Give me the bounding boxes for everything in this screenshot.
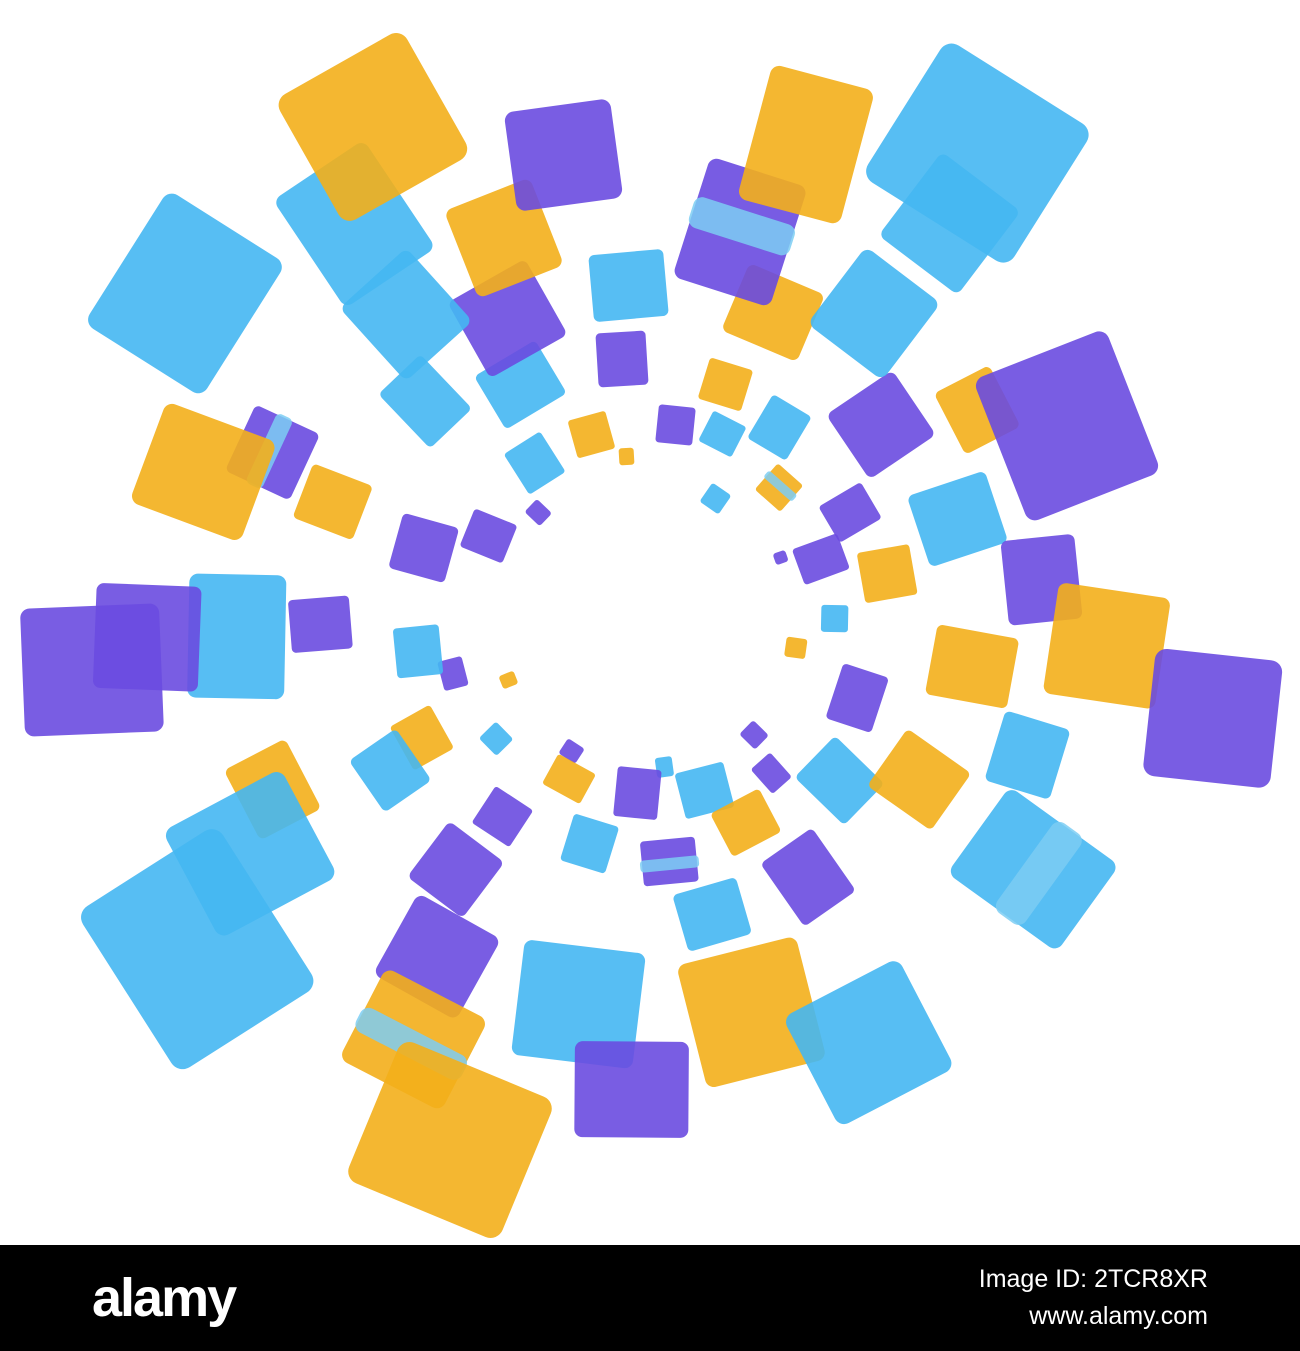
mosaic-tile (595, 330, 649, 388)
mosaic-tile (574, 1041, 689, 1138)
mosaic-tile (947, 786, 1119, 952)
mosaic-tile (542, 754, 596, 805)
mosaic-accent (991, 817, 1085, 929)
mosaic-tile (612, 765, 662, 821)
mosaic-tile (984, 710, 1071, 801)
mosaic-tile (292, 463, 374, 541)
mosaic-tile (698, 410, 747, 458)
mosaic-tile (739, 720, 769, 751)
mosaic-tile (504, 430, 567, 495)
mosaic-tile (503, 98, 624, 213)
mosaic-tile (772, 549, 789, 565)
mosaic-tile (761, 827, 857, 927)
mosaic-tile (84, 189, 286, 398)
mosaic-tile (825, 663, 890, 734)
mosaic-tile (866, 728, 971, 832)
mosaic-tile (747, 394, 813, 461)
mosaic-tile (782, 957, 955, 1128)
watermark-info: Image ID: 2TCR8XR www.alamy.com (979, 1261, 1208, 1336)
mosaic-tile (392, 623, 444, 679)
alamy-url-text: www.alamy.com (1029, 1302, 1208, 1330)
mosaic-tile (972, 327, 1162, 524)
mosaic-tile (618, 447, 635, 466)
mosaic-tile (783, 636, 808, 659)
watermark-bar: alamy Image ID: 2TCR8XR www.alamy.com (0, 1245, 1300, 1351)
mosaic-tile (820, 604, 849, 633)
mosaic-tile (187, 573, 288, 700)
mosaic-tile (925, 623, 1020, 709)
mosaic-tile (287, 595, 353, 653)
mosaic-accent (762, 469, 797, 502)
mosaic-tile (19, 603, 164, 737)
mosaic-tile (378, 354, 472, 449)
mosaic-tile (559, 812, 620, 874)
mosaic-tile (818, 481, 883, 544)
mosaic-tile (697, 357, 753, 412)
mosaic-tile (699, 482, 732, 514)
mosaic-tile (754, 462, 803, 512)
mosaic-tile (750, 752, 793, 795)
mosaic-tile (524, 498, 553, 527)
mosaic-tile (388, 512, 460, 583)
mosaic-tile (1141, 648, 1283, 789)
mosaic-tile (672, 876, 753, 952)
mosaic-tile (567, 410, 617, 459)
mosaic-tile (471, 786, 534, 848)
abstract-artwork (19, 28, 1283, 1243)
mosaic-tile (856, 543, 918, 603)
mosaic-tile (587, 248, 669, 322)
mosaic-accent (640, 855, 700, 873)
mosaic-tile (459, 508, 518, 564)
mosaic-tile (737, 63, 875, 226)
mosaic-tile (478, 721, 513, 757)
image-id-text: Image ID: 2TCR8XR (978, 1264, 1208, 1293)
mosaic-tile (497, 670, 518, 690)
mosaic-tile (906, 470, 1009, 568)
mosaic-tile (825, 369, 936, 480)
mosaic-tile (655, 403, 697, 446)
mosaic-tile (640, 836, 700, 887)
alamy-logo: alamy (92, 1268, 237, 1328)
